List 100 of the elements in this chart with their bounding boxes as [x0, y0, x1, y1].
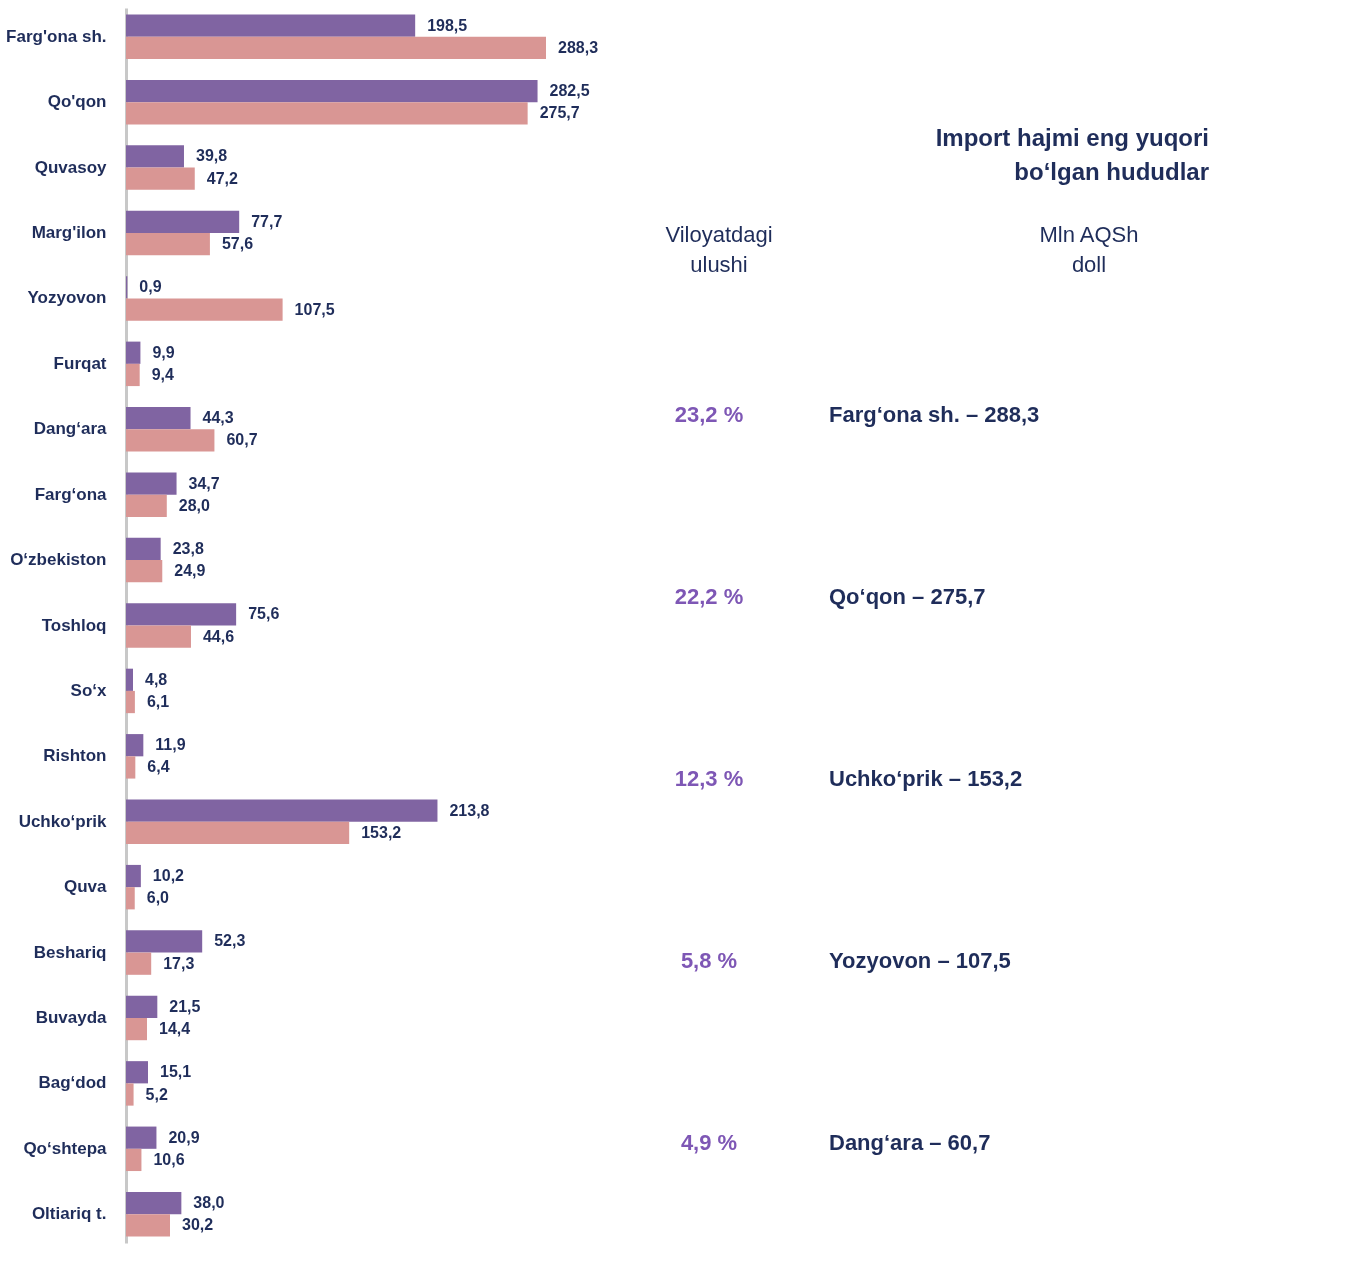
- bar: [126, 167, 195, 190]
- data-label: 30,2: [182, 1216, 214, 1234]
- bar: [126, 429, 215, 452]
- data-label: 288,3: [558, 38, 599, 56]
- bar: [126, 952, 152, 975]
- text: Dang‘ara – 60,7: [829, 1130, 991, 1155]
- y-tick-label: Dang‘ara: [33, 419, 108, 439]
- bar: [126, 1214, 170, 1237]
- bar: [126, 1126, 157, 1149]
- data-label: 52,3: [214, 932, 246, 950]
- text: 4,9 %: [680, 1130, 738, 1155]
- bar: [126, 14, 416, 37]
- data-label: 47,2: [206, 169, 238, 187]
- bar: [126, 102, 528, 125]
- y-tick-label: Rishton: [43, 746, 107, 766]
- data-label: 9,9: [152, 343, 175, 361]
- data-label: 10,6: [153, 1150, 185, 1168]
- bar: [126, 756, 136, 779]
- y-tick-label: Marg'ilon: [31, 223, 107, 243]
- y-tick-label: Oltiariq t.: [31, 1204, 107, 1224]
- bar: [126, 995, 158, 1018]
- y-tick-label: Yozyovon: [27, 288, 107, 308]
- bar: [126, 298, 283, 321]
- bar: [126, 79, 538, 103]
- bar: [126, 145, 184, 168]
- bar: [126, 1083, 134, 1106]
- data-label: 28,0: [178, 496, 211, 514]
- y-tick-label: Bag‘dod: [38, 1073, 107, 1093]
- text: Yozyovon – 107,5: [829, 948, 1011, 973]
- bar: [126, 1061, 148, 1084]
- data-label: 77,7: [251, 212, 283, 230]
- text: Viloyatdagi ulushi: [665, 222, 773, 277]
- data-label: 0,9: [139, 278, 162, 296]
- bar: [126, 930, 203, 953]
- data-label: 6,4: [147, 758, 170, 776]
- y-tick-label: Toshloq: [41, 615, 107, 635]
- bar: [126, 799, 438, 822]
- y-tick-label: Qo'qon: [47, 92, 107, 112]
- data-label: 75,6: [248, 605, 280, 623]
- data-label: 107,5: [294, 300, 335, 318]
- data-label: 57,6: [221, 235, 254, 253]
- bar: [126, 625, 191, 648]
- y-tick-label: So‘x: [70, 680, 108, 700]
- data-label: 9,4: [151, 365, 175, 383]
- data-label: 6,0: [146, 889, 170, 907]
- data-label: 275,7: [539, 104, 580, 122]
- bar: [126, 36, 546, 60]
- data-label: 20,9: [168, 1128, 200, 1146]
- data-label: 21,5: [169, 997, 201, 1015]
- data-label: 39,8: [195, 147, 228, 165]
- bar: [126, 341, 141, 364]
- text: Farg‘ona sh. – 288,3: [829, 402, 1040, 427]
- data-label: 34,7: [188, 474, 220, 492]
- y-tick-label: Uchko‘prik: [18, 811, 108, 831]
- data-label: 213,8: [449, 801, 490, 819]
- data-label: 60,7: [226, 431, 258, 449]
- data-label: 153,2: [361, 823, 402, 841]
- bar: [126, 233, 210, 256]
- data-label: 6,1: [146, 693, 170, 711]
- data-label: 14,4: [158, 1020, 191, 1038]
- bar: [126, 1148, 142, 1172]
- text: Qo‘qon – 275,7: [829, 584, 986, 609]
- text: Mln AQSh doll: [1039, 222, 1139, 277]
- text: 5,8 %: [680, 948, 738, 973]
- bar: [126, 560, 163, 583]
- bar: [126, 864, 141, 888]
- text: 22,2 %: [674, 584, 744, 609]
- data-label: 198,5: [427, 16, 468, 34]
- y-tick-label: Farg‘ona: [34, 484, 108, 504]
- bar: [126, 1017, 147, 1041]
- data-label: 23,8: [172, 539, 204, 557]
- bar: [126, 407, 191, 430]
- bar: [126, 472, 177, 495]
- y-tick-label: Buvayda: [35, 1007, 108, 1027]
- data-label: 44,6: [202, 627, 235, 645]
- bar: [126, 887, 135, 910]
- y-tick-label: Furqat: [53, 353, 107, 373]
- bar: [126, 1191, 182, 1215]
- y-tick-label: Beshariq: [33, 942, 107, 962]
- text: Import hajmi eng yuqori bo‘lgan hududlar: [935, 124, 1209, 185]
- data-label: 24,9: [174, 562, 206, 580]
- bar: [126, 734, 144, 757]
- bar: [126, 363, 140, 387]
- bar: [126, 668, 133, 691]
- bar: [126, 603, 237, 626]
- data-label: 10,2: [152, 867, 185, 885]
- y-tick-label: Farg'ona sh.: [6, 26, 107, 46]
- bar: [126, 821, 350, 844]
- y-tick-label: O‘zbekiston: [10, 550, 107, 570]
- bar: [126, 210, 240, 234]
- data-label: 5,2: [145, 1085, 168, 1103]
- text: Uchko‘prik – 153,2: [829, 766, 1023, 791]
- bar: [126, 690, 135, 714]
- bar: [126, 537, 161, 561]
- data-label: 282,5: [549, 82, 590, 100]
- y-tick-label: Quva: [63, 877, 108, 897]
- bar: [126, 494, 167, 517]
- y-tick-label: Qo‘shtepa: [23, 1138, 108, 1158]
- data-label: 38,0: [193, 1194, 225, 1212]
- data-label: 17,3: [163, 954, 195, 972]
